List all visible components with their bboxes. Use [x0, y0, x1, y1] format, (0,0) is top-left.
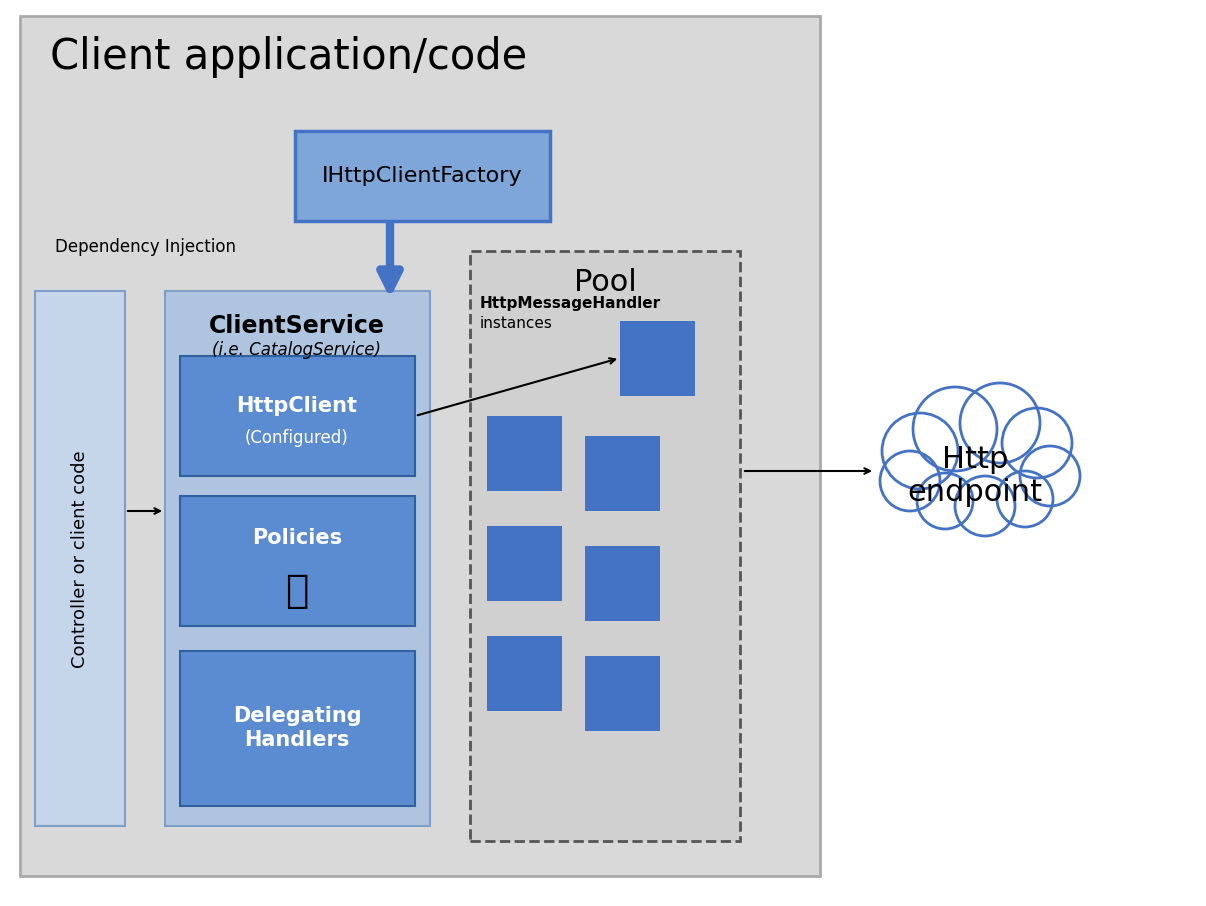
Text: ClientService: ClientService: [209, 314, 385, 338]
Text: Http
endpoint: Http endpoint: [907, 445, 1042, 507]
FancyBboxPatch shape: [585, 436, 660, 511]
FancyBboxPatch shape: [487, 416, 562, 491]
FancyBboxPatch shape: [487, 636, 562, 711]
Text: 🦜: 🦜: [286, 572, 309, 610]
FancyBboxPatch shape: [21, 16, 820, 876]
Circle shape: [955, 476, 1015, 536]
Circle shape: [1020, 446, 1081, 506]
Text: HttpClient: HttpClient: [236, 396, 357, 416]
FancyBboxPatch shape: [585, 656, 660, 731]
Text: Dependency Injection: Dependency Injection: [55, 238, 236, 256]
Text: HttpMessageHandler: HttpMessageHandler: [480, 296, 661, 311]
Circle shape: [913, 387, 997, 471]
Circle shape: [917, 473, 973, 529]
FancyBboxPatch shape: [35, 291, 125, 826]
Text: Delegating
Handlers: Delegating Handlers: [233, 707, 362, 749]
FancyBboxPatch shape: [180, 651, 415, 806]
FancyBboxPatch shape: [180, 496, 415, 626]
Circle shape: [997, 471, 1053, 527]
Text: Policies: Policies: [252, 528, 343, 548]
Text: instances: instances: [480, 316, 552, 331]
FancyBboxPatch shape: [585, 546, 660, 621]
Circle shape: [880, 451, 939, 511]
Text: Controller or client code: Controller or client code: [71, 450, 89, 668]
FancyBboxPatch shape: [487, 526, 562, 601]
FancyBboxPatch shape: [165, 291, 431, 826]
FancyBboxPatch shape: [620, 321, 695, 396]
FancyArrowPatch shape: [380, 224, 399, 289]
Circle shape: [1002, 408, 1072, 478]
FancyBboxPatch shape: [470, 251, 740, 841]
Circle shape: [882, 413, 958, 489]
Text: Pool: Pool: [574, 268, 637, 297]
Text: (Configured): (Configured): [245, 429, 349, 447]
FancyBboxPatch shape: [180, 356, 415, 476]
Text: IHttpClientFactory: IHttpClientFactory: [322, 166, 522, 186]
FancyBboxPatch shape: [295, 131, 550, 221]
Text: Client application/code: Client application/code: [49, 36, 527, 78]
Text: (i.e. CatalogService): (i.e. CatalogService): [212, 341, 381, 359]
Circle shape: [960, 383, 1040, 463]
